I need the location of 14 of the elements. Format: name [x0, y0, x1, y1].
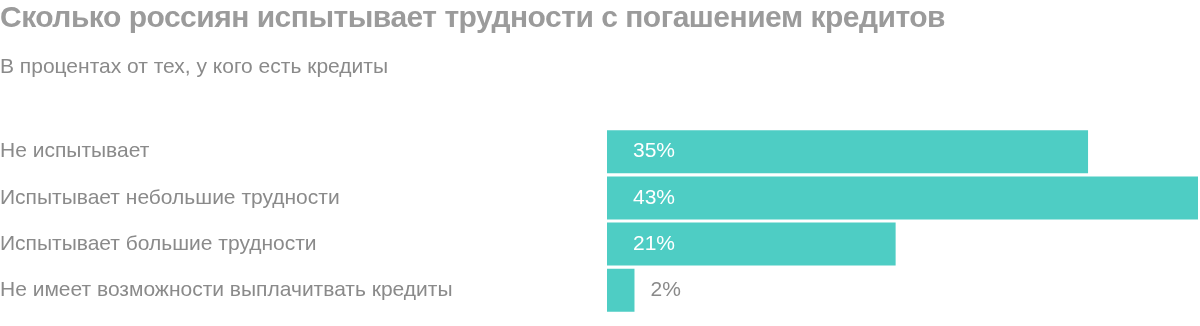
bar: [607, 268, 635, 312]
chart-title: Сколько россиян испытывает трудности с погашением кредитов: [0, 0, 945, 34]
y-tick-label: Не испытывает: [0, 138, 150, 162]
y-tick-label: Не имеет возможности выплачитвать кредиты: [0, 277, 453, 301]
data-label: 35%: [633, 138, 676, 162]
data-label: 2%: [650, 277, 681, 301]
data-label: 43%: [633, 184, 676, 208]
y-tick-label: Испытывает большие трудности: [0, 230, 317, 254]
bar: [607, 176, 1198, 220]
text: В процентах от тех, у кого есть кредиты: [0, 54, 388, 78]
y-tick-label: Испытывает небольшие трудности: [0, 184, 340, 208]
data-label: 21%: [633, 230, 676, 254]
bar: [607, 222, 896, 266]
bar: [607, 130, 1089, 174]
